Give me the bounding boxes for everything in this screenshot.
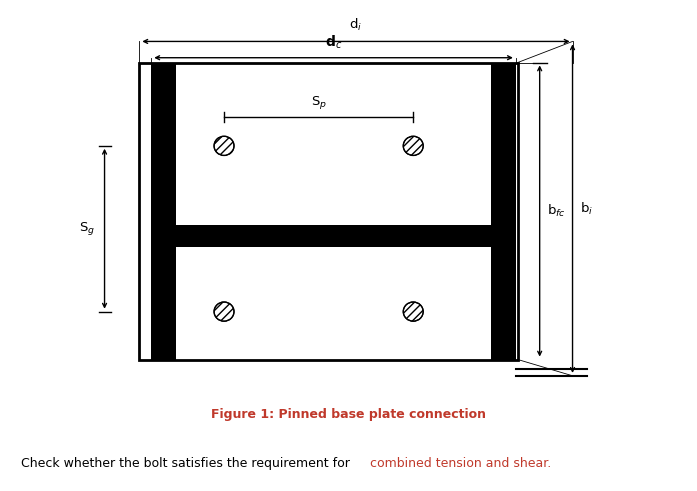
Bar [491, 62, 516, 359]
Text: b$_{fc}$: b$_{fc}$ [546, 203, 565, 219]
Text: S$_g$: S$_g$ [79, 220, 95, 237]
Bar [139, 62, 518, 359]
Text: Check whether the bolt satisfies the requirement for: Check whether the bolt satisfies the req… [21, 458, 354, 470]
Bar [151, 62, 176, 359]
Bar [151, 225, 491, 247]
Text: Figure 1: Pinned base plate connection: Figure 1: Pinned base plate connection [211, 409, 486, 421]
Text: d$_i$: d$_i$ [349, 17, 362, 33]
Text: d$_c$: d$_c$ [325, 33, 342, 51]
Circle shape [404, 136, 423, 156]
Circle shape [214, 302, 234, 321]
Circle shape [404, 302, 423, 321]
Text: combined tension and shear.: combined tension and shear. [370, 458, 551, 470]
Circle shape [214, 136, 234, 156]
Text: b$_i$: b$_i$ [579, 200, 592, 217]
Text: S$_p$: S$_p$ [311, 94, 327, 111]
